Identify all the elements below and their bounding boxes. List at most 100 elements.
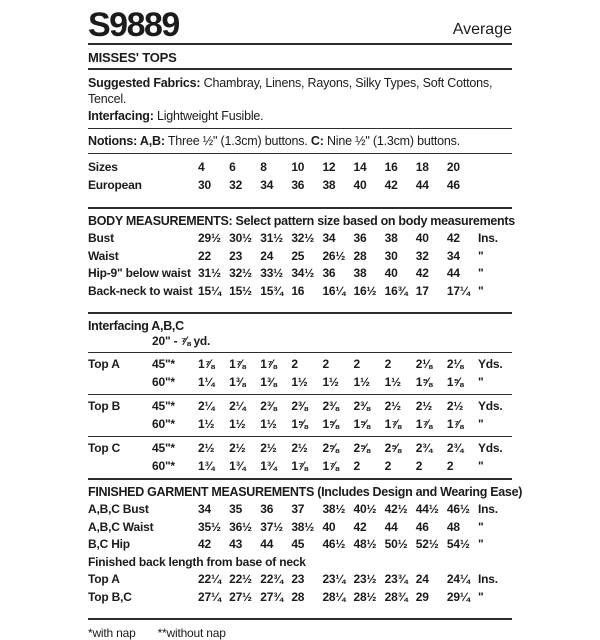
- table-cell: 45: [291, 537, 305, 551]
- table-cell: 34: [260, 177, 274, 192]
- table-cell: 36: [291, 177, 305, 192]
- table-cell: 2⅜: [353, 399, 370, 413]
- table-cell: 36: [322, 266, 336, 280]
- table-cell: 60"*: [152, 458, 175, 473]
- table-row: A,B,C Bust 34 35 36 37 38½ 40½ 42½ 44½ 46½ Ins.: [88, 501, 512, 519]
- table-cell: 1½: [229, 416, 246, 431]
- table-cell: 1⅜: [229, 374, 246, 389]
- table-cell: 2½: [415, 399, 433, 413]
- table-cell: 17: [415, 283, 429, 298]
- divider: [88, 394, 512, 395]
- table-cell: 32: [415, 248, 429, 263]
- table-cell: 32½: [291, 231, 315, 245]
- table-cell: 2⅝: [322, 441, 339, 455]
- difficulty-label: Average: [452, 21, 512, 38]
- table-cell: 23¼: [322, 572, 346, 586]
- table-cell: 14: [353, 160, 367, 174]
- table-cell: 1⅞: [229, 357, 246, 371]
- table-cell: 22¾: [260, 572, 283, 586]
- table-cell: 2½: [291, 441, 308, 455]
- table-cell: ": [477, 537, 484, 551]
- table-cell: 1⅝: [353, 416, 370, 431]
- table-cell: 1⅝: [291, 416, 308, 431]
- table-row: Finished back length from base of neck: [88, 554, 512, 572]
- table-cell: 30½: [229, 231, 252, 245]
- table-cell: 36: [353, 231, 367, 245]
- yardage-table-top-a: Top A 45"* 1⅞ 1⅞ 1⅞ 2 2 2 2 2⅛ 2⅛ Yds. 60"* 1¼ 1⅜ 1⅜ 1½ 1…: [88, 356, 512, 391]
- table-cell: Ins.: [477, 502, 498, 516]
- table-cell: 27¼: [198, 589, 221, 604]
- table-cell: 2½: [198, 441, 215, 455]
- table-cell: 37½: [260, 519, 283, 534]
- table-cell: 10: [291, 160, 305, 174]
- table-cell: 34½: [291, 266, 315, 280]
- table-cell: 2: [446, 458, 454, 473]
- table-cell: 2½: [446, 399, 464, 413]
- table-cell: 44½: [415, 502, 439, 516]
- divider: [88, 68, 512, 70]
- table-cell: 28: [353, 248, 367, 263]
- table-cell: Back-neck to waist: [88, 283, 193, 298]
- table-cell: 40: [384, 266, 398, 280]
- divider: [88, 618, 512, 620]
- table-cell: 2⅜: [291, 399, 308, 413]
- table-cell: 22: [198, 248, 211, 263]
- table-row: A,B,C Waist 35½ 36½ 37½ 38½ 40 42 44 46 48 ": [88, 519, 512, 537]
- fabrics-value: Chambray, Linens, Rayons, Silky Types, S…: [88, 76, 493, 106]
- nap-footnote: *with nap **without nap: [88, 626, 512, 640]
- table-cell: 2¼: [229, 399, 246, 413]
- table-cell: 1¾: [229, 458, 246, 473]
- table-cell: Yds.: [477, 357, 503, 371]
- interfacing-label: Interfacing:: [88, 109, 154, 123]
- interfacing-line: Interfacing: Lightweight Fusible.: [88, 108, 512, 124]
- table-cell: 1½: [384, 374, 401, 389]
- table-row: Waist 22 23 24 25 26½ 28 30 32 34 ": [88, 248, 512, 266]
- category-title: MISSES' TOPS: [88, 50, 177, 65]
- table-cell: 30: [198, 177, 211, 192]
- table-cell: 31½: [260, 231, 283, 245]
- table-cell: 2: [415, 458, 423, 473]
- table-cell: ": [477, 266, 484, 280]
- table-cell: 23: [229, 248, 243, 263]
- table-cell: ": [477, 248, 484, 263]
- table-cell: 24: [260, 248, 274, 263]
- table-cell: 48: [446, 519, 460, 534]
- table-cell: 31½: [198, 266, 221, 280]
- table-cell: 17¼: [446, 283, 470, 298]
- table-row: Top C 45"* 2½ 2½ 2½ 2½ 2⅝ 2⅝ 2⅝ 2¾ 2¾ Yds.: [88, 440, 512, 458]
- table-cell: 46: [446, 177, 460, 192]
- table-cell: A,B,C Bust: [88, 502, 149, 516]
- table-cell: 8: [260, 160, 267, 174]
- table-row: Back-neck to waist 15¼ 15½ 15¾ 16 16¼ 16½ 16¾ 17…: [88, 283, 512, 301]
- table-cell: 1⅞: [322, 458, 339, 473]
- table-cell: 1⅞: [384, 416, 401, 431]
- table-cell: Top B: [88, 399, 121, 413]
- table-cell: 22½: [229, 572, 252, 586]
- table-row: Top B 45"* 2¼ 2¼ 2⅜ 2⅜ 2⅜ 2⅜ 2½ 2½ 2½ Yds.: [88, 398, 512, 416]
- table-cell: 2⅜: [322, 399, 339, 413]
- table-cell: 45"*: [152, 441, 175, 455]
- table-cell: 1⅝: [322, 416, 339, 431]
- table-cell: Top B,C: [88, 589, 132, 604]
- table-cell: 46½: [446, 502, 470, 516]
- table-cell: 40: [322, 519, 336, 534]
- table-cell: 15½: [229, 283, 252, 298]
- table-cell: [478, 177, 512, 195]
- table-cell: 54½: [446, 537, 470, 551]
- table-cell: 16: [384, 160, 398, 174]
- with-nap-note: *with nap: [88, 626, 136, 640]
- table-cell: 2: [384, 357, 392, 371]
- suggested-fabrics-line: Suggested Fabrics: Chambray, Linens, Ray…: [88, 75, 512, 107]
- table-cell: 1⅞: [446, 416, 464, 431]
- divider: [88, 352, 512, 353]
- table-cell: 2¾: [415, 441, 433, 455]
- divider: [88, 312, 512, 314]
- table-row: Bust 29½ 30½ 31½ 32½ 34 36 38 40 42 Ins.: [88, 230, 512, 248]
- table-cell: 24: [415, 572, 429, 586]
- table-cell: 20: [446, 160, 460, 174]
- table-cell: B,C Hip: [88, 537, 130, 551]
- divider: [88, 436, 512, 437]
- table-cell: 2: [353, 458, 361, 473]
- table-cell: ": [477, 519, 484, 534]
